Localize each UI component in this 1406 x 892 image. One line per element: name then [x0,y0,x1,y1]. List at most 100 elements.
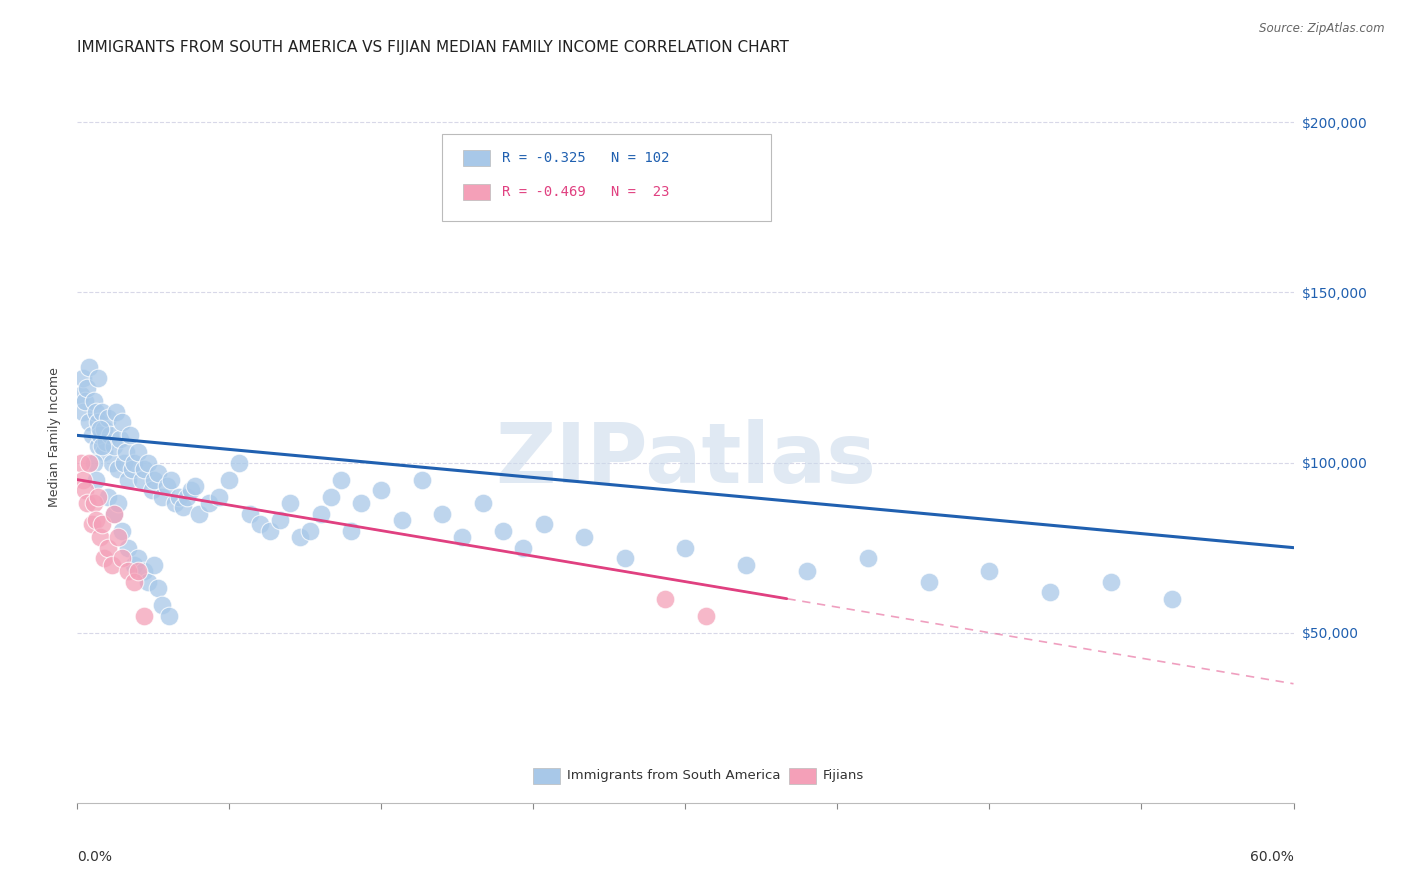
Point [112,456,135,470]
Point [86,490,108,504]
Point [103,507,125,521]
Point [122,574,145,589]
Point [918,574,941,589]
Text: ZIPatlas: ZIPatlas [495,418,876,500]
FancyBboxPatch shape [463,184,489,200]
Point [269,513,291,527]
Point [79,360,101,375]
Point [249,516,271,531]
Y-axis label: Median Family Income: Median Family Income [48,368,62,507]
Point [97,411,120,425]
Point [290,531,312,545]
Point [83,394,105,409]
Point [111,415,134,429]
Point [70,387,93,401]
Point [180,483,202,497]
Point [239,507,262,521]
Point [152,490,174,504]
Point [148,466,170,480]
Point [131,473,153,487]
Point [76,381,98,395]
Point [127,565,149,579]
Point [90,404,112,418]
Text: 60.0%: 60.0% [1250,850,1294,864]
Text: Fijians: Fijians [823,769,865,782]
Point [370,483,392,497]
Point [107,462,129,476]
Point [86,439,108,453]
Point [89,421,111,435]
Point [117,565,139,579]
Point [167,490,190,504]
Point [108,432,131,446]
Point [86,415,108,429]
Point [329,473,352,487]
Point [675,541,697,555]
Point [796,565,818,579]
Point [98,428,121,442]
Point [163,496,186,510]
Point [155,479,177,493]
Point [97,541,120,555]
Point [340,524,363,538]
Point [103,507,125,521]
Point [107,496,129,510]
Point [218,473,240,487]
Text: Source: ZipAtlas.com: Source: ZipAtlas.com [1260,22,1385,36]
Point [979,565,1001,579]
Point [79,456,101,470]
Point [107,531,129,545]
Point [259,524,281,538]
Point [93,421,115,435]
Point [70,456,93,470]
Point [134,608,156,623]
Point [136,456,159,470]
Point [76,496,98,510]
Point [84,513,107,527]
Point [451,531,474,545]
Point [75,394,97,409]
Point [148,582,170,596]
Point [101,558,124,572]
FancyBboxPatch shape [533,768,560,784]
Point [157,608,180,623]
Point [176,490,198,504]
Point [90,516,112,531]
Point [1099,574,1122,589]
Point [111,550,134,565]
Point [152,599,174,613]
Point [143,558,166,572]
Point [80,428,103,442]
Point [695,608,717,623]
Point [136,574,159,589]
Point [80,516,103,531]
Point [411,473,433,487]
Point [141,483,163,497]
Point [159,473,181,487]
Point [735,558,758,572]
Point [309,507,332,521]
Point [572,531,595,545]
Point [198,496,221,510]
Point [533,516,555,531]
Point [1161,591,1184,606]
Point [208,490,231,504]
Text: R = -0.469   N =  23: R = -0.469 N = 23 [502,185,669,199]
Point [143,473,166,487]
Point [83,456,105,470]
Point [79,415,101,429]
Point [134,462,156,476]
Point [111,524,134,538]
Point [72,473,94,487]
Text: Immigrants from South America: Immigrants from South America [568,769,780,782]
Point [492,524,515,538]
Point [1039,585,1062,599]
Point [856,550,879,565]
Point [278,496,301,510]
Point [101,456,124,470]
Point [134,565,156,579]
Point [72,404,94,418]
Point [103,439,125,453]
FancyBboxPatch shape [789,768,815,784]
Text: 0.0%: 0.0% [77,850,112,864]
